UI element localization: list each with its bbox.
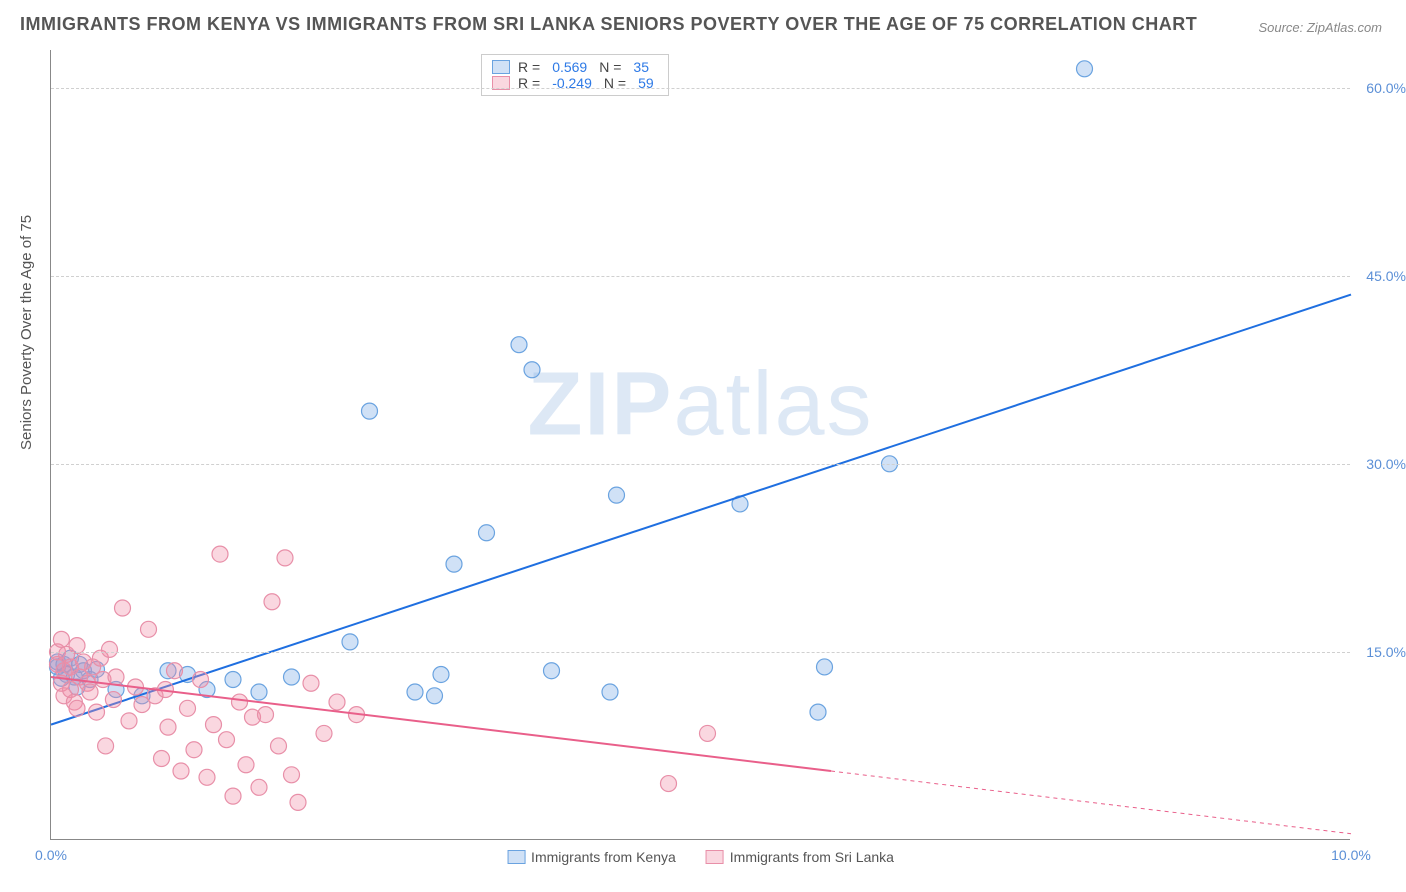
data-point <box>82 684 98 700</box>
data-point <box>199 769 215 785</box>
y-tick-label: 15.0% <box>1356 644 1406 660</box>
y-tick-label: 60.0% <box>1356 80 1406 96</box>
data-point <box>277 550 293 566</box>
data-point <box>98 738 114 754</box>
data-point <box>102 641 118 657</box>
x-tick-label: 10.0% <box>1331 847 1371 863</box>
gridline <box>51 652 1350 653</box>
data-point <box>479 525 495 541</box>
data-point <box>251 684 267 700</box>
source-attribution: Source: ZipAtlas.com <box>1258 20 1382 35</box>
data-point <box>362 403 378 419</box>
data-point <box>167 663 183 679</box>
data-point <box>180 700 196 716</box>
trend-line-dashed <box>831 771 1351 834</box>
swatch-series1 <box>492 60 510 74</box>
data-point <box>427 688 443 704</box>
data-point <box>433 666 449 682</box>
data-point <box>661 776 677 792</box>
data-point <box>206 717 222 733</box>
correlation-legend: R = 0.569 N = 35 R = -0.249 N = 59 <box>481 54 669 96</box>
data-point <box>407 684 423 700</box>
data-point <box>524 362 540 378</box>
data-point <box>303 675 319 691</box>
swatch-series1-bottom <box>507 850 525 864</box>
y-axis-label: Seniors Poverty Over the Age of 75 <box>18 215 35 450</box>
data-point <box>258 707 274 723</box>
gridline <box>51 464 1350 465</box>
data-point <box>544 663 560 679</box>
data-point <box>271 738 287 754</box>
data-point <box>115 600 131 616</box>
data-point <box>154 750 170 766</box>
data-point <box>1077 61 1093 77</box>
legend-item-series2: Immigrants from Sri Lanka <box>706 849 894 865</box>
data-point <box>817 659 833 675</box>
scatter-plot-svg <box>51 50 1350 839</box>
data-point <box>212 546 228 562</box>
gridline <box>51 276 1350 277</box>
data-point <box>810 704 826 720</box>
data-point <box>284 669 300 685</box>
data-point <box>329 694 345 710</box>
data-point <box>264 594 280 610</box>
y-tick-label: 45.0% <box>1356 268 1406 284</box>
data-point <box>602 684 618 700</box>
data-point <box>69 700 85 716</box>
trend-line <box>51 295 1351 725</box>
data-point <box>173 763 189 779</box>
data-point <box>89 704 105 720</box>
y-tick-label: 30.0% <box>1356 456 1406 472</box>
data-point <box>53 631 69 647</box>
data-point <box>316 725 332 741</box>
data-point <box>700 725 716 741</box>
plot-area: ZIPatlas R = 0.569 N = 35 R = -0.249 N =… <box>50 50 1350 840</box>
chart-title: IMMIGRANTS FROM KENYA VS IMMIGRANTS FROM… <box>20 14 1197 35</box>
data-point <box>609 487 625 503</box>
legend-row-series1: R = 0.569 N = 35 <box>492 59 658 75</box>
series-legend: Immigrants from Kenya Immigrants from Sr… <box>507 849 894 865</box>
swatch-series2-bottom <box>706 850 724 864</box>
data-point <box>284 767 300 783</box>
data-point <box>225 671 241 687</box>
data-point <box>225 788 241 804</box>
x-tick-label: 0.0% <box>35 847 67 863</box>
data-point <box>160 719 176 735</box>
data-point <box>238 757 254 773</box>
gridline <box>51 88 1350 89</box>
data-point <box>186 742 202 758</box>
data-point <box>446 556 462 572</box>
data-point <box>251 779 267 795</box>
data-point <box>290 794 306 810</box>
data-point <box>108 669 124 685</box>
data-point <box>232 694 248 710</box>
data-point <box>121 713 137 729</box>
data-point <box>105 692 121 708</box>
data-point <box>219 732 235 748</box>
legend-item-series1: Immigrants from Kenya <box>507 849 676 865</box>
data-point <box>511 337 527 353</box>
data-point <box>342 634 358 650</box>
data-point <box>141 621 157 637</box>
data-point <box>193 671 209 687</box>
